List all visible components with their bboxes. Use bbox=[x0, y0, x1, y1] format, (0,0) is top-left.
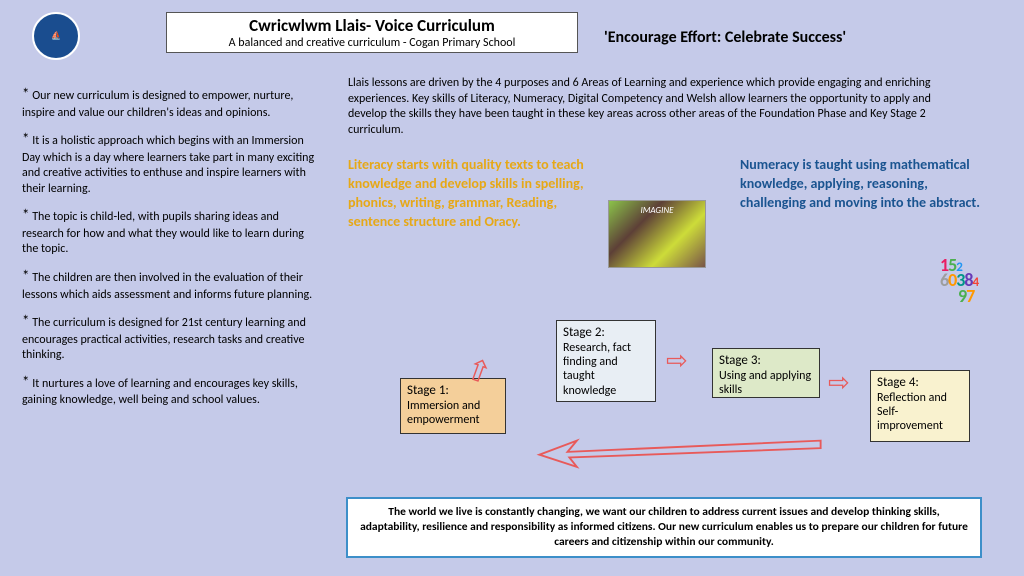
stage-4-text: Reflection and Self-improvement bbox=[877, 391, 963, 434]
title-sub: A balanced and creative curriculum - Cog… bbox=[173, 36, 571, 50]
stage-1-box: Stage 1: Immersion and empowerment bbox=[400, 378, 506, 434]
bullet-2: It is a holistic approach which begins w… bbox=[22, 134, 314, 196]
numeracy-text: Numeracy is taught using mathematical kn… bbox=[740, 156, 980, 213]
bullet-3: The topic is child-led, with pupils shar… bbox=[22, 210, 304, 256]
book-image: IMAGINE bbox=[608, 200, 706, 268]
bullet-1: Our new curriculum is designed to empowe… bbox=[22, 89, 293, 120]
stage-2-text: Research, fact finding and taught knowle… bbox=[563, 341, 649, 399]
bullet-6: It nurtures a love of learning and encou… bbox=[22, 377, 298, 408]
stage-2-box: Stage 2: Research, fact finding and taug… bbox=[556, 320, 656, 402]
footer-statement: The world we live is constantly changing… bbox=[346, 497, 982, 558]
arrow-icon: ⇨ bbox=[828, 366, 850, 398]
tagline: 'Encourage Effort: Celebrate Success' bbox=[604, 28, 846, 47]
title-main: Cwricwlwm Llais- Voice Curriculum bbox=[173, 15, 571, 36]
arrow-icon: ⇨ bbox=[666, 344, 688, 376]
stage-2-label: Stage 2: bbox=[563, 325, 649, 341]
bullet-4: The children are then involved in the ev… bbox=[22, 271, 312, 302]
stage-1-text: Immersion and empowerment bbox=[407, 399, 499, 428]
title-box: Cwricwlwm Llais- Voice Curriculum A bala… bbox=[166, 12, 578, 53]
intro-paragraph: Llais lessons are driven by the 4 purpos… bbox=[348, 76, 964, 138]
bullet-5: The curriculum is designed for 21st cent… bbox=[22, 316, 306, 362]
stage-4-box: Stage 4: Reflection and Self-improvement bbox=[870, 370, 970, 442]
back-arrow-icon bbox=[530, 430, 830, 470]
stage-4-label: Stage 4: bbox=[877, 375, 963, 391]
stage-3-label: Stage 3: bbox=[719, 353, 813, 369]
school-logo: ⛵ bbox=[32, 12, 80, 60]
stage-3-text: Using and applying skills bbox=[719, 369, 813, 398]
literacy-text: Literacy starts with quality texts to te… bbox=[348, 156, 588, 232]
bullet-column: * Our new curriculum is designed to empo… bbox=[22, 86, 322, 419]
numbers-graphic: 152 60384 97 bbox=[940, 258, 1008, 308]
stage-3-box: Stage 3: Using and applying skills bbox=[712, 348, 820, 398]
